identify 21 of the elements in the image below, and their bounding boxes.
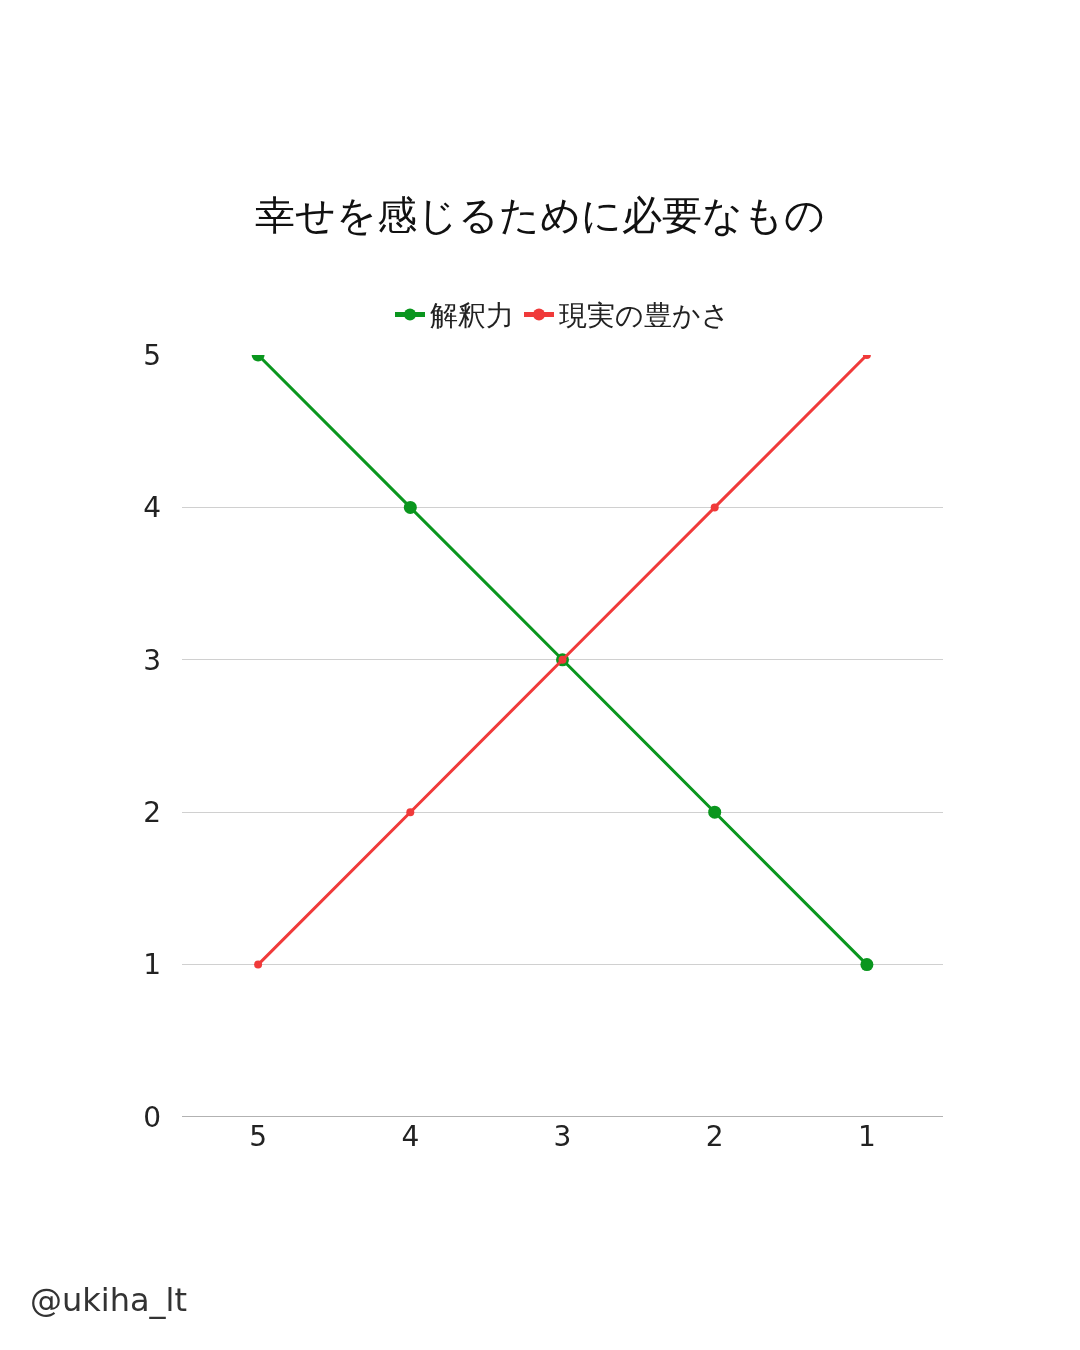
y-tick-label: 3 [143,643,161,677]
x-tick-label: 1 [857,1120,876,1153]
point [860,958,874,972]
point [710,503,719,512]
x-tick-label: 5 [249,1120,268,1153]
legend-label: 解釈力 [430,299,514,333]
y-tick-label: 1 [143,948,161,982]
y-tick-label: 5 [143,338,161,372]
x-tick-label: 2 [705,1120,724,1153]
y-tick-label: 4 [143,491,161,525]
chart-title: 幸せを感じるために必要なもの [255,192,825,238]
y-tick-label: 2 [143,796,161,829]
y-tick-label: 0 [143,1100,161,1134]
point [406,808,415,817]
point [708,805,722,819]
x-tick-label: 4 [401,1120,420,1153]
text: @ukiha_lt [30,1281,188,1319]
point [403,500,417,514]
x-tick-label: 3 [553,1120,572,1153]
point [254,960,263,969]
legend-label: 現実の豊かさ [559,299,730,333]
